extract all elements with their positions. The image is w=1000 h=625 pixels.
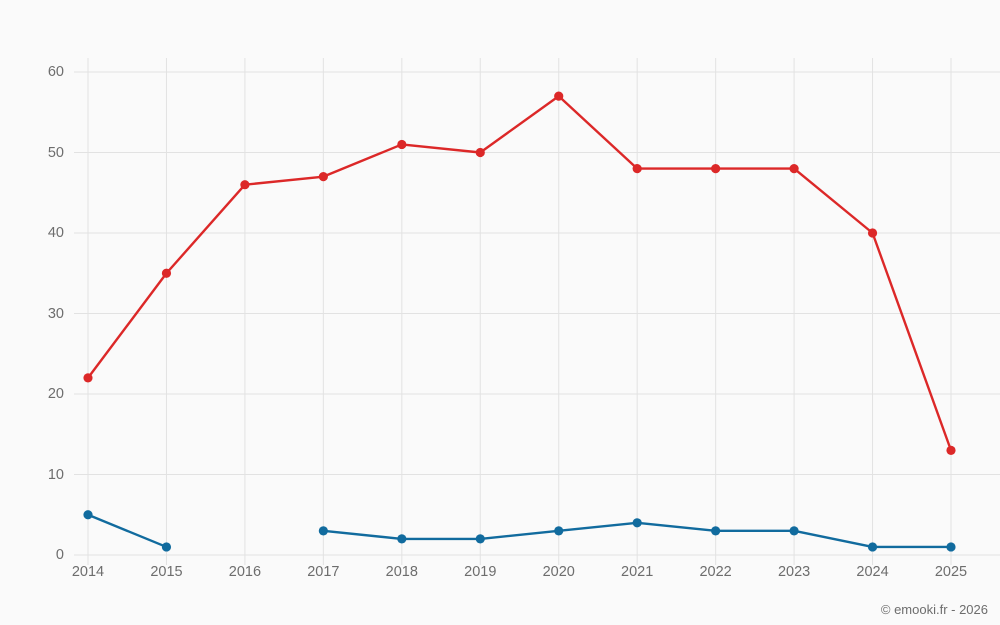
data-point[interactable] — [161, 268, 172, 278]
y-axis-tick-label: 40 — [47, 225, 64, 241]
data-point[interactable] — [789, 526, 799, 536]
data-point[interactable] — [946, 445, 956, 455]
data-point[interactable] — [397, 534, 407, 544]
x-axis-tick-label: 2017 — [307, 564, 340, 580]
data-point[interactable] — [318, 172, 328, 182]
x-axis-tick-label: 2016 — [228, 564, 262, 580]
y-axis-tick-label: 20 — [47, 386, 64, 402]
data-point[interactable] — [83, 510, 93, 520]
data-point[interactable] — [711, 164, 721, 174]
y-axis-tick-label: 30 — [47, 305, 64, 322]
data-point[interactable] — [161, 542, 172, 552]
x-axis-tick-label: 2018 — [385, 564, 418, 580]
data-point[interactable] — [83, 373, 93, 383]
y-axis-tick-label: 0 — [55, 547, 64, 563]
data-point[interactable] — [318, 526, 328, 536]
x-axis-tick-label: 2021 — [621, 564, 654, 580]
data-point[interactable] — [711, 526, 721, 536]
data-point[interactable] — [554, 91, 564, 101]
x-axis-tick-label: 2022 — [699, 564, 732, 580]
series-apartments — [83, 510, 956, 552]
data-point[interactable] — [946, 542, 956, 552]
y-axis-tick-label: 60 — [47, 64, 64, 80]
y-axis-tick-label: 10 — [47, 466, 64, 483]
data-point[interactable] — [475, 147, 485, 158]
data-point[interactable] — [632, 164, 642, 174]
data-point[interactable] — [475, 534, 485, 544]
data-point[interactable] — [397, 139, 407, 150]
data-point[interactable] — [867, 228, 878, 238]
x-axis-tick-label: 2014 — [71, 564, 105, 580]
data-point[interactable] — [867, 542, 878, 552]
series-houses — [83, 91, 956, 455]
data-point[interactable] — [554, 526, 564, 536]
data-point[interactable] — [240, 180, 250, 190]
x-axis-tick-label: 2025 — [934, 564, 968, 580]
x-axis-tick-label: 2019 — [464, 564, 497, 580]
x-axis-tick-label: 2020 — [542, 564, 575, 580]
y-axis-tick-label: 50 — [47, 144, 64, 161]
data-point[interactable] — [789, 164, 799, 174]
x-axis-tick-label: 2024 — [856, 564, 889, 580]
x-axis-tick-label: 2015 — [150, 564, 183, 580]
data-point[interactable] — [632, 518, 642, 528]
x-axis-tick-label: 2023 — [777, 564, 811, 580]
copyright-notice: © emooki.fr - 2026 — [880, 602, 988, 617]
